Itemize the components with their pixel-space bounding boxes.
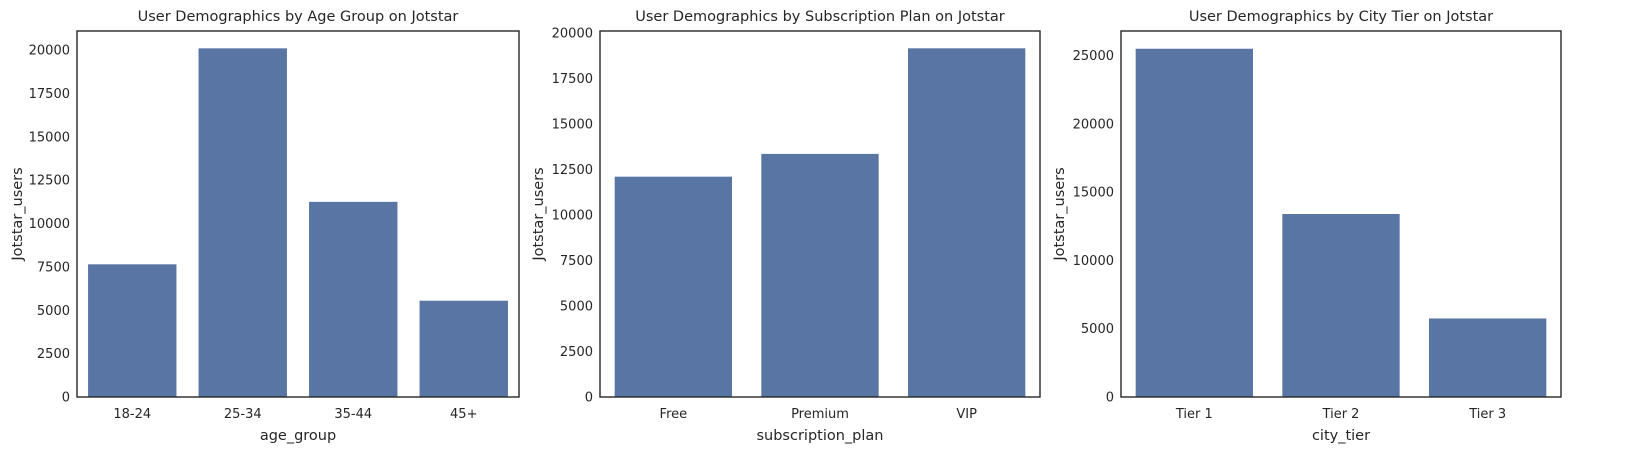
axes-frame <box>1120 30 1562 398</box>
y-tick-label: 15000 <box>1073 186 1114 201</box>
axes-frame <box>599 30 1041 398</box>
y-tick-label: 17500 <box>552 72 593 87</box>
axes-frame <box>76 30 520 398</box>
x-tick-label: Tier 1 <box>1175 407 1213 422</box>
bar-tier-1 <box>1135 48 1253 397</box>
bar-25-34 <box>198 48 287 397</box>
y-tick-label: 5000 <box>37 304 70 319</box>
x-tick-label: Premium <box>791 407 849 422</box>
bar-premium <box>761 153 879 397</box>
x-tick-label: 35-44 <box>334 407 372 422</box>
x-axis-label: city_tier <box>1312 428 1370 444</box>
y-tick-label: 2500 <box>560 345 593 360</box>
y-tick-label: 0 <box>585 391 593 406</box>
y-tick-label: 17500 <box>29 87 70 102</box>
y-tick-label: 25000 <box>1073 49 1114 64</box>
bar-35-44 <box>309 201 398 397</box>
x-axis-label: age_group <box>260 428 336 444</box>
y-axis-label: Jotstar_users <box>10 167 26 261</box>
y-axis-label: Jotstar_users <box>1052 167 1068 261</box>
chart-title: User Demographics by City Tier on Jotsta… <box>1189 9 1493 25</box>
bar-vip <box>908 48 1026 398</box>
bar-45 <box>419 300 508 397</box>
x-tick-label: VIP <box>956 407 977 422</box>
chart-panel-city-tier: User Demographics by City Tier on Jotsta… <box>1052 9 1562 444</box>
y-tick-label: 0 <box>62 391 70 406</box>
y-tick-label: 0 <box>1106 391 1114 406</box>
chart-panel-subscription-plan: User Demographics by Subscription Plan o… <box>531 9 1041 444</box>
y-tick-label: 20000 <box>1073 117 1114 132</box>
y-tick-label: 5000 <box>560 299 593 314</box>
chart-title: User Demographics by Subscription Plan o… <box>635 9 1005 25</box>
x-tick-label: 45+ <box>450 407 477 422</box>
bar-tier-3 <box>1429 318 1547 397</box>
y-tick-label: 12500 <box>552 163 593 178</box>
y-tick-label: 2500 <box>37 347 70 362</box>
x-tick-label: 18-24 <box>113 407 151 422</box>
bar-18-24 <box>88 264 177 397</box>
bar-tier-2 <box>1282 214 1400 397</box>
y-tick-label: 12500 <box>29 174 70 189</box>
x-tick-label: Free <box>660 407 688 422</box>
y-axis-label: Jotstar_users <box>531 167 547 261</box>
x-axis-label: subscription_plan <box>756 428 883 444</box>
chart-panel-age-group: User Demographics by Age Group on Jotsta… <box>10 9 520 444</box>
y-tick-label: 15000 <box>29 130 70 145</box>
y-tick-label: 10000 <box>1073 254 1114 269</box>
y-tick-label: 7500 <box>560 254 593 269</box>
bar-free <box>614 176 732 397</box>
y-tick-label: 20000 <box>29 44 70 59</box>
y-tick-label: 5000 <box>1081 322 1114 337</box>
chart-title: User Demographics by Age Group on Jotsta… <box>138 9 459 25</box>
x-tick-label: Tier 3 <box>1468 407 1506 422</box>
y-tick-label: 15000 <box>552 117 593 132</box>
y-tick-label: 20000 <box>552 26 593 41</box>
x-tick-label: Tier 2 <box>1322 407 1360 422</box>
y-tick-label: 10000 <box>29 217 70 232</box>
y-tick-label: 10000 <box>552 208 593 223</box>
x-tick-label: 25-34 <box>224 407 262 422</box>
y-tick-label: 7500 <box>37 260 70 275</box>
